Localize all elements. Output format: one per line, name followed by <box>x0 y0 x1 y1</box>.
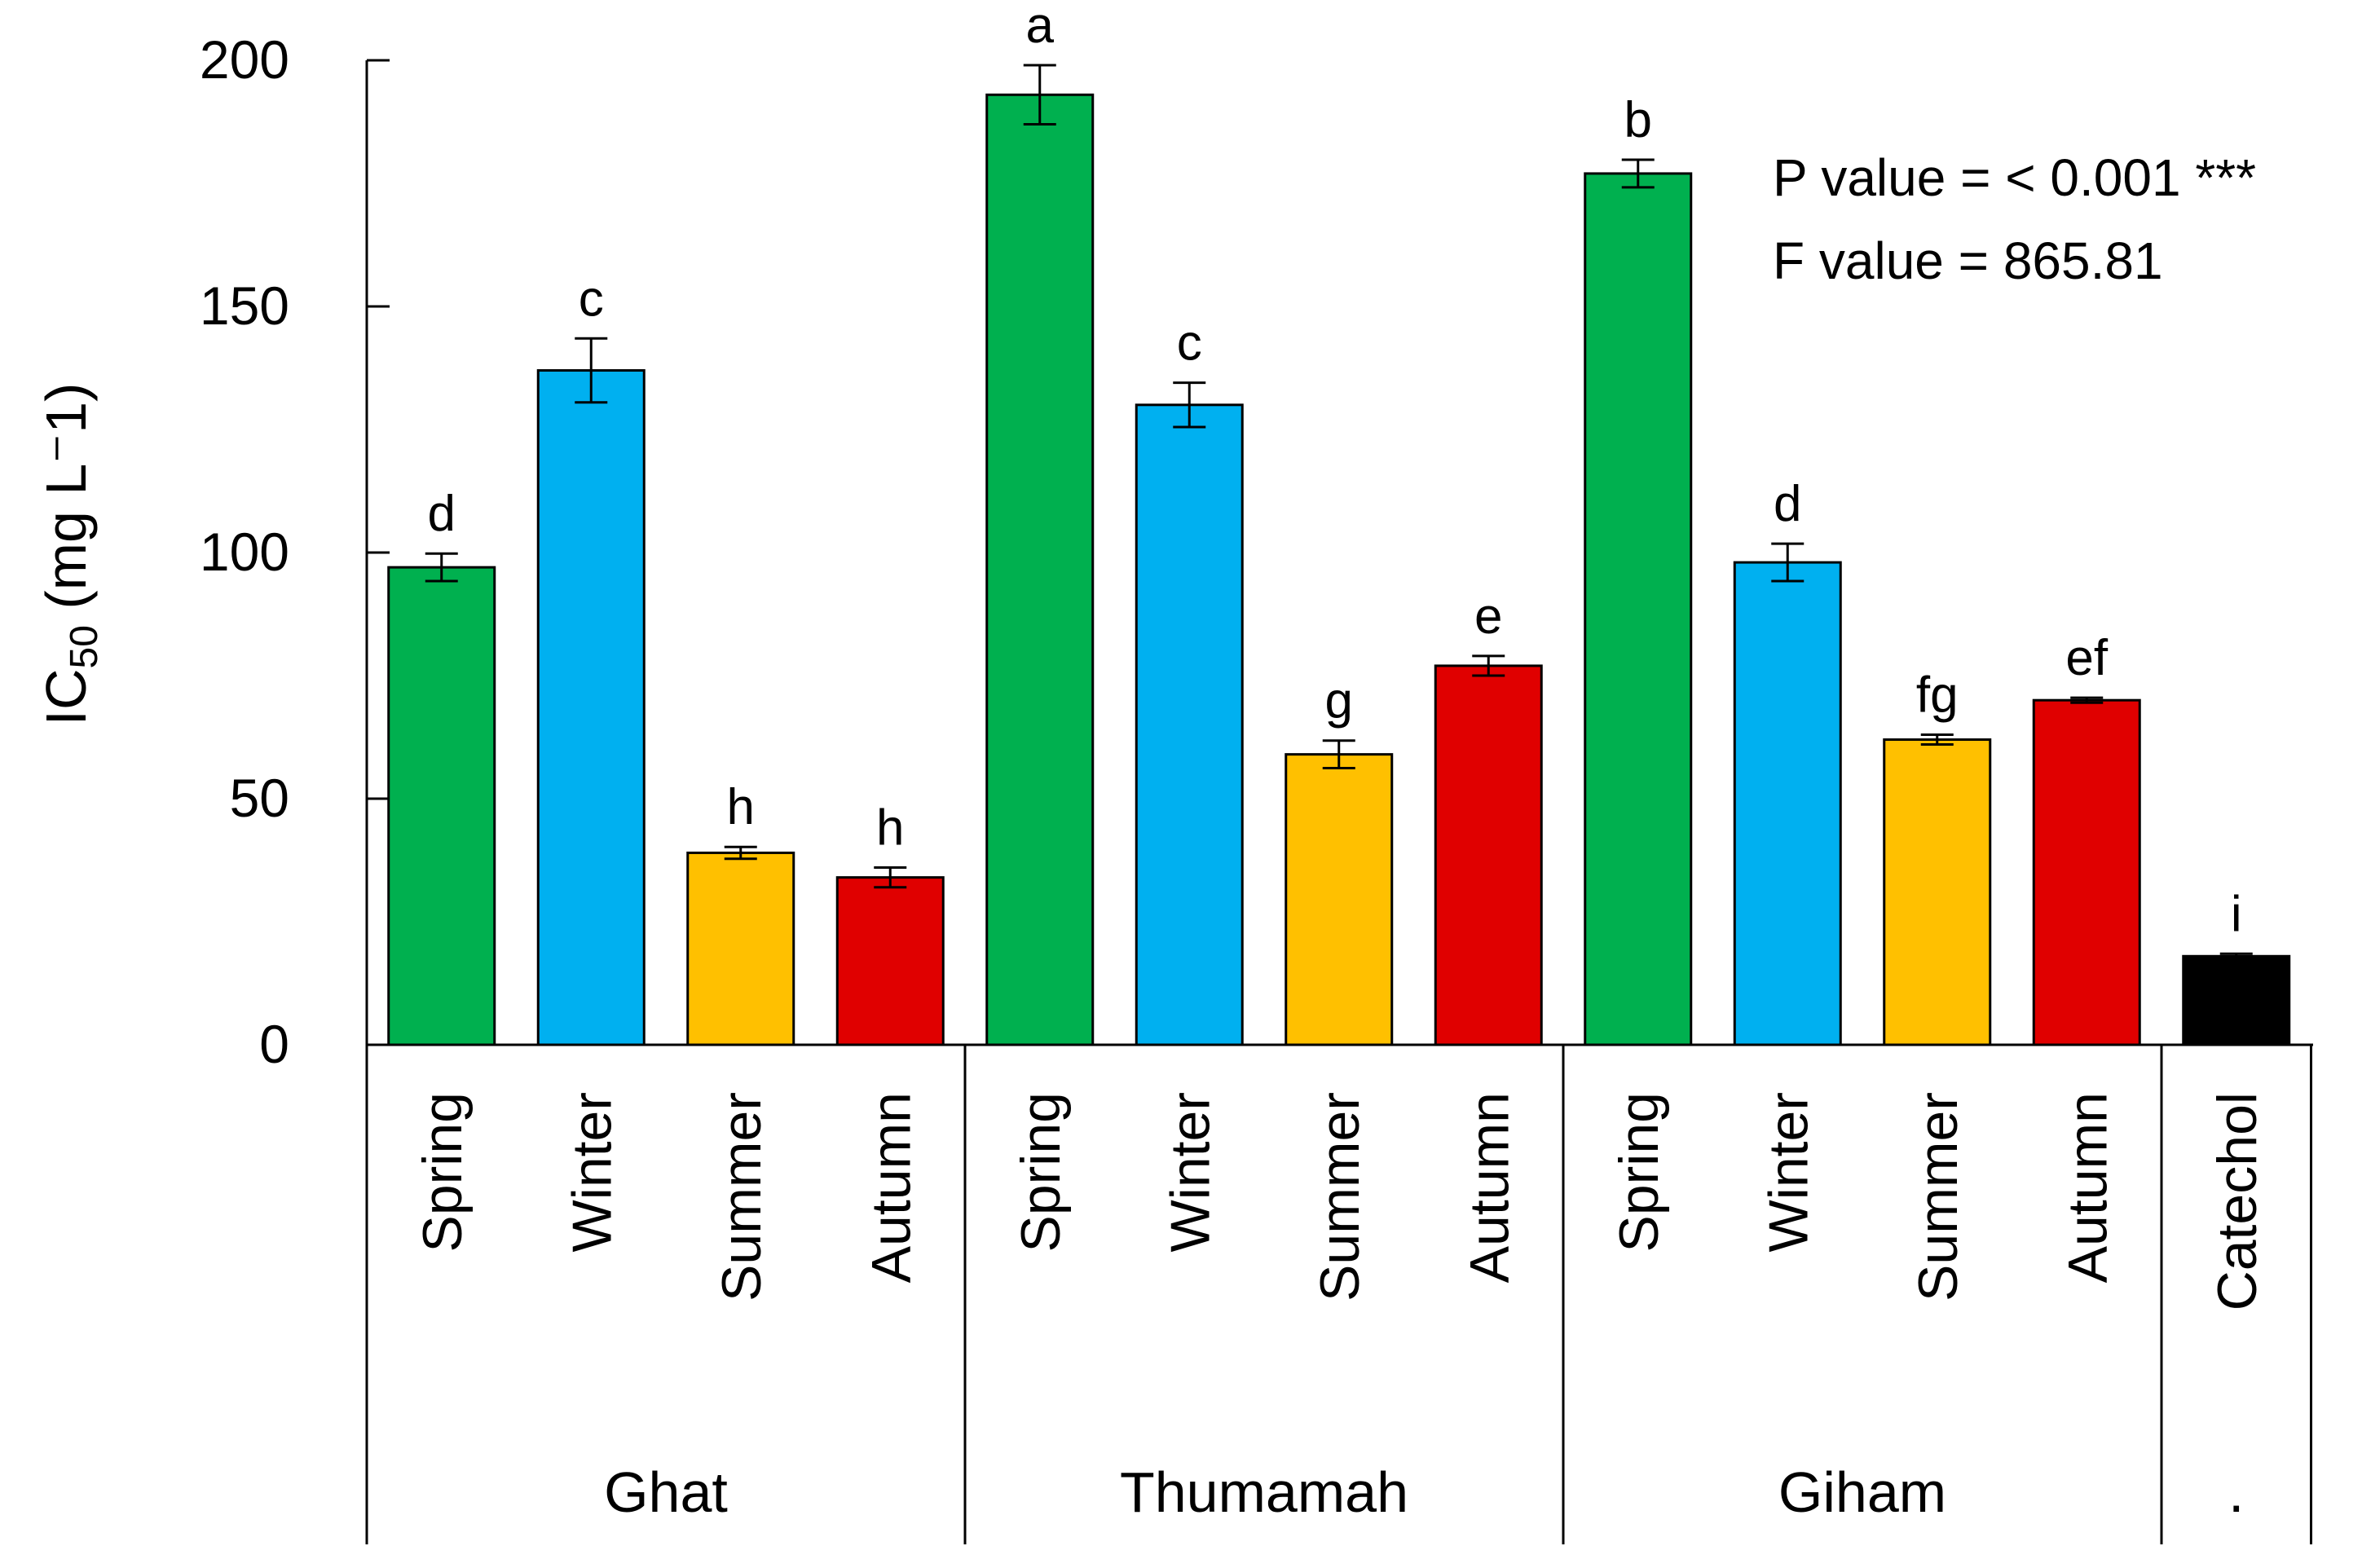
season-label: Spring <box>412 1092 474 1253</box>
bar-giham-winter <box>1733 561 1842 1046</box>
season-label: Summer <box>711 1092 773 1302</box>
season-label: Spring <box>1010 1092 1072 1253</box>
season-label: Autumn <box>2056 1092 2118 1283</box>
y-tick-label: 50 <box>230 768 289 828</box>
bar-thumamah-spring <box>985 93 1095 1046</box>
bar-thumamah-autumn <box>1434 664 1543 1046</box>
season-label: Summer <box>1907 1092 1969 1302</box>
y-tick-label: 0 <box>259 1014 289 1074</box>
y-axis-title-units: (mg L⁻1) <box>34 383 98 626</box>
bar-ghat-summer <box>686 851 795 1046</box>
significance-letter: h <box>727 779 755 835</box>
season-label: Summer <box>1309 1092 1371 1302</box>
bar-ghat-autumn <box>835 876 945 1046</box>
season-label: Spring <box>1608 1092 1670 1253</box>
y-tick-label: 200 <box>200 29 289 90</box>
bar-thumamah-winter <box>1135 403 1244 1046</box>
significance-letters-layer: d c h h a c g e b d fg ef i <box>428 0 2242 942</box>
season-label: Autumn <box>860 1092 922 1283</box>
significance-letter: e <box>1474 588 1502 645</box>
significance-letter: h <box>876 800 904 857</box>
significance-letter: fg <box>1916 667 1959 723</box>
y-axis-title-subscript: 50 <box>63 625 106 668</box>
season-label: Winter <box>1757 1092 1819 1252</box>
y-axis-title-main: IC <box>34 668 98 725</box>
season-label: Winter <box>561 1092 623 1252</box>
season-label: Winter <box>1159 1092 1221 1252</box>
significance-letter: d <box>428 486 456 542</box>
group-label: Giham <box>1778 1460 1946 1524</box>
group-label: . <box>2228 1460 2244 1524</box>
category-axis: Spring Winter Summer Autumn Ghat Spring Winter… <box>365 1045 2312 1544</box>
significance-letter: a <box>1026 0 1055 54</box>
p-value-annotation: P value = < 0.001 *** <box>1773 148 2256 207</box>
significance-letter: d <box>1774 476 1801 532</box>
y-tick-label: 100 <box>200 522 289 582</box>
season-label: Catechol <box>2206 1092 2268 1310</box>
bar-ghat-spring <box>387 566 496 1046</box>
significance-letter: c <box>579 271 604 327</box>
y-axis-title: IC50 (mg L⁻1) <box>34 383 106 726</box>
significance-letter: c <box>1177 315 1202 372</box>
bar-ghat-winter <box>536 369 646 1046</box>
bar-giham-summer <box>1883 738 1992 1046</box>
error-bars-layer <box>425 64 2253 960</box>
bar-thumamah-summer <box>1285 753 1394 1046</box>
y-tick-label: 150 <box>200 275 289 336</box>
significance-letter: ef <box>2065 630 2108 686</box>
axes-layer <box>365 60 2313 1046</box>
group-label: Thumamah <box>1120 1460 1408 1524</box>
bar--catechol <box>2182 954 2291 1046</box>
y-axis-ticks: 0 50 100 150 200 <box>200 29 390 1074</box>
significance-letter: b <box>1624 92 1652 148</box>
bar-giham-spring <box>1584 172 1693 1046</box>
significance-letter: i <box>2231 886 2242 942</box>
f-value-annotation: F value = 865.81 <box>1773 231 2163 290</box>
bars-layer <box>387 93 2291 1046</box>
bar-giham-autumn <box>2032 698 2141 1046</box>
season-label: Autumn <box>1458 1092 1520 1283</box>
group-label: Ghat <box>604 1460 728 1524</box>
significance-letter: g <box>1325 673 1353 729</box>
